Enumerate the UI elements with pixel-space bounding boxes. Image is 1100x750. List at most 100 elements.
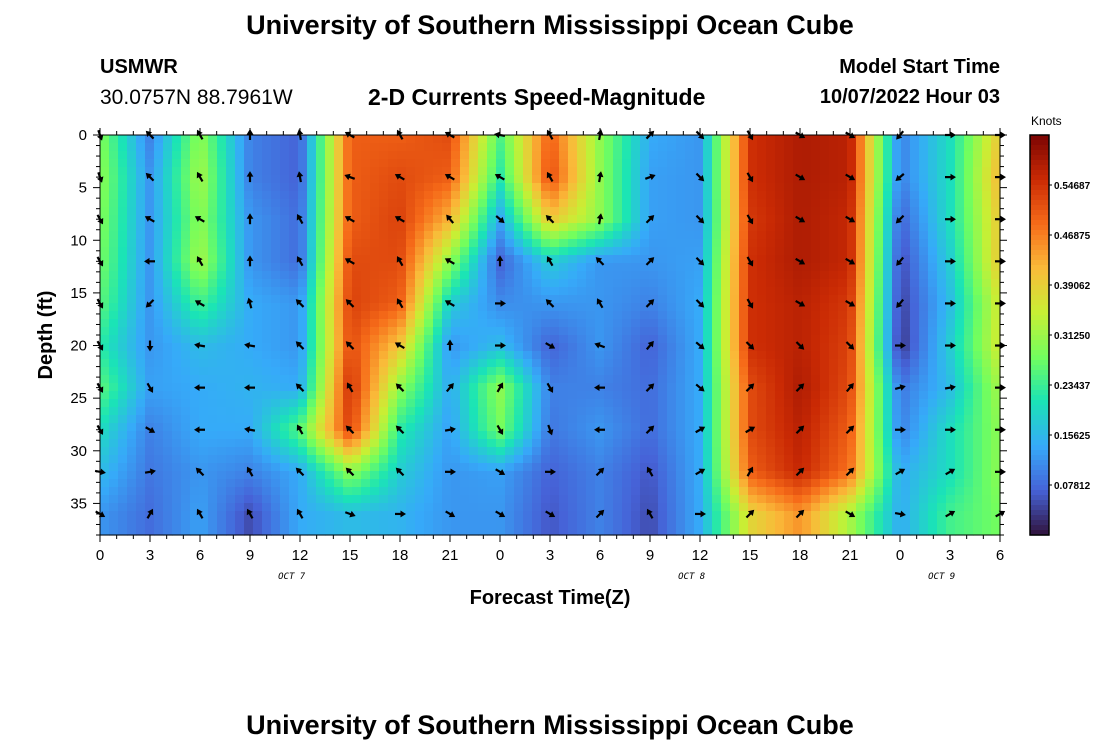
heatmap-cell [154, 311, 164, 320]
heatmap-cell [487, 519, 497, 528]
heatmap-cell [802, 271, 812, 280]
heatmap-cell [676, 495, 686, 504]
heatmap-cell [586, 335, 596, 344]
heatmap-cell [424, 407, 434, 416]
heatmap-cell [415, 191, 425, 200]
heatmap-cell [181, 423, 191, 432]
heatmap-cell [586, 447, 596, 456]
heatmap-cell [811, 151, 821, 160]
heatmap-cell [910, 399, 920, 408]
heatmap-cell [829, 319, 839, 328]
heatmap-cell [640, 295, 650, 304]
heatmap-cell [955, 519, 965, 528]
heatmap-cell [118, 183, 128, 192]
heatmap-cell [100, 439, 110, 448]
heatmap-cell [289, 311, 299, 320]
heatmap-cell [757, 327, 767, 336]
heatmap-cell [730, 351, 740, 360]
heatmap-cell [640, 263, 650, 272]
heatmap-cell [856, 375, 866, 384]
heatmap-cell [163, 263, 173, 272]
heatmap-cell [433, 271, 443, 280]
heatmap-cell [523, 143, 533, 152]
heatmap-cell [154, 159, 164, 168]
heatmap-cell [739, 215, 749, 224]
heatmap-cell [784, 231, 794, 240]
heatmap-cell [766, 191, 776, 200]
heatmap-cell [271, 175, 281, 184]
heatmap-cell [442, 295, 452, 304]
heatmap-cell [199, 327, 209, 336]
heatmap-cell [901, 207, 911, 216]
heatmap-cell [379, 495, 389, 504]
heatmap-cell [982, 375, 992, 384]
heatmap-cell [757, 359, 767, 368]
heatmap-cell [550, 279, 560, 288]
heatmap-cell [496, 319, 506, 328]
heatmap-cell [766, 503, 776, 512]
heatmap-cell [199, 207, 209, 216]
heatmap-cell [883, 367, 893, 376]
heatmap-cell [676, 375, 686, 384]
heatmap-cell [199, 303, 209, 312]
heatmap-cell [973, 231, 983, 240]
heatmap-cell [451, 455, 461, 464]
heatmap-cell [325, 431, 335, 440]
heatmap-cell [928, 399, 938, 408]
heatmap-cell [883, 311, 893, 320]
heatmap-cell [622, 351, 632, 360]
heatmap-cell [271, 391, 281, 400]
heatmap-cell [937, 263, 947, 272]
heatmap-cell [460, 319, 470, 328]
heatmap-cell [235, 231, 245, 240]
heatmap-cell [460, 471, 470, 480]
heatmap-cell [280, 223, 290, 232]
heatmap-cell [865, 151, 875, 160]
heatmap-cell [253, 183, 263, 192]
heatmap-cell [505, 231, 515, 240]
heatmap-cell [847, 487, 857, 496]
heatmap-cell [964, 391, 974, 400]
heatmap-cell [667, 191, 677, 200]
heatmap-cell [298, 455, 308, 464]
heatmap-cell [307, 335, 317, 344]
heatmap-cell [694, 511, 704, 520]
heatmap-cell [595, 287, 605, 296]
heatmap-cell [586, 359, 596, 368]
heatmap-cell [649, 383, 659, 392]
heatmap-cell [343, 511, 353, 520]
heatmap-cell [343, 167, 353, 176]
heatmap-cell [433, 495, 443, 504]
heatmap-cell [874, 319, 884, 328]
heatmap-cell [730, 279, 740, 288]
heatmap-cell [802, 191, 812, 200]
heatmap-cell [946, 135, 956, 144]
heatmap-cell [406, 215, 416, 224]
heatmap-cell [910, 503, 920, 512]
heatmap-cell [127, 343, 137, 352]
heatmap-cell [118, 255, 128, 264]
heatmap-cell [442, 471, 452, 480]
heatmap-cell [820, 343, 830, 352]
heatmap-cell [316, 471, 326, 480]
heatmap-cell [478, 343, 488, 352]
heatmap-cell [703, 519, 713, 528]
heatmap-cell [910, 167, 920, 176]
heatmap-cell [235, 199, 245, 208]
heatmap-cell [775, 439, 785, 448]
heatmap-cell [208, 375, 218, 384]
heatmap-cell [622, 231, 632, 240]
heatmap-cell [748, 247, 758, 256]
heatmap-cell [253, 415, 263, 424]
heatmap-cell [928, 495, 938, 504]
heatmap-cell [415, 503, 425, 512]
heatmap-cell [559, 207, 569, 216]
heatmap-cell [271, 295, 281, 304]
heatmap-cell [487, 415, 497, 424]
heatmap-cell [190, 263, 200, 272]
heatmap-cell [478, 527, 488, 536]
heatmap-cell [901, 407, 911, 416]
heatmap-cell [901, 247, 911, 256]
heatmap-cell [838, 367, 848, 376]
heatmap-cell [163, 223, 173, 232]
